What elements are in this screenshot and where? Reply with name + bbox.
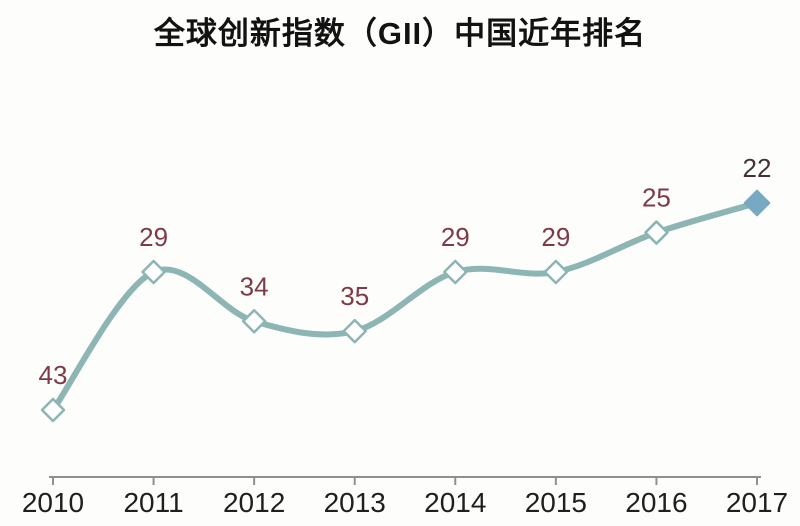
value-label-2013: 35: [340, 281, 369, 311]
value-label-2011: 29: [139, 222, 168, 252]
year-label-2010: 2010: [22, 487, 84, 518]
year-label-2017: 2017: [726, 487, 788, 518]
year-label-2016: 2016: [625, 487, 687, 518]
marker-2012: [241, 309, 267, 334]
year-label-2014: 2014: [424, 487, 486, 518]
year-label-2012: 2012: [223, 487, 285, 518]
value-label-2014: 29: [441, 222, 470, 252]
value-label-2016: 25: [642, 183, 671, 213]
year-label-2015: 2015: [525, 487, 587, 518]
value-label-2010: 43: [39, 360, 68, 390]
marker-2015: [543, 259, 569, 285]
year-label-2013: 2013: [324, 487, 386, 518]
value-label-2015: 29: [541, 222, 570, 252]
marker-2013: [342, 318, 367, 344]
value-label-2012: 34: [240, 271, 269, 301]
marker-2016: [644, 220, 669, 245]
value-label-2017: 22: [743, 153, 772, 183]
chart-title: 全球创新指数（GII）中国近年排名: [153, 16, 647, 51]
marker-2017: [743, 189, 771, 217]
marker-2010: [40, 397, 66, 423]
year-label-2011: 2011: [123, 487, 183, 518]
marker-2014: [443, 259, 468, 285]
marker-2011: [141, 259, 166, 285]
